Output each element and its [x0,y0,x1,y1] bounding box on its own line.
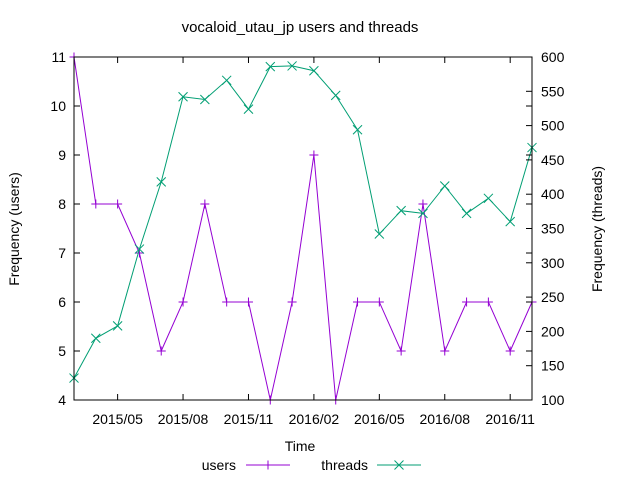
y-tick-label: 6 [58,294,66,310]
legend-marker-users [263,460,273,470]
data-point-threads [505,216,516,227]
x-tick-label: 2016/11 [485,411,535,427]
data-point-threads [330,90,341,101]
data-point-threads [112,321,123,331]
y2-tick-label: 250 [541,289,565,305]
y2-tick-label: 300 [541,255,565,271]
data-point-threads [134,244,145,254]
y-axis: 4 5 6 7 8 9 10 11 [50,49,532,408]
y-axis-label: Frequency (users) [6,172,22,286]
y2-tick-label: 550 [541,83,565,99]
plot-area [69,52,537,405]
data-point-threads [418,208,428,219]
data-point-threads [287,61,297,71]
data-point-users [200,199,210,209]
x-axis-label: Time [285,438,316,454]
data-point-threads [461,208,472,219]
data-point-threads [374,229,385,239]
y-tick-label: 10 [50,98,66,114]
legend-label-threads: threads [321,457,368,473]
x-tick-label: 2016/08 [419,411,470,427]
data-point-threads [439,181,450,191]
data-point-users [396,346,406,356]
data-point-threads [352,124,363,135]
legend: users threads [202,457,421,473]
y2-tick-label: 150 [541,358,565,374]
y2-tick-label: 400 [541,186,565,202]
data-point-users [113,199,123,209]
y-tick-label: 8 [58,196,66,212]
y2-tick-label: 450 [541,152,565,168]
x-tick-label: 2015/08 [158,411,209,427]
data-point-threads [309,65,319,76]
y-tick-label: 5 [58,343,66,359]
x-tick-label: 2015/05 [92,411,143,427]
y2-tick-label: 500 [541,118,565,134]
data-point-users [483,297,493,307]
data-point-threads [200,94,210,105]
data-point-users [243,297,253,307]
data-point-users [418,199,428,209]
x-tick-label: 2016/02 [289,411,340,427]
y-tick-label: 9 [58,147,66,163]
data-point-threads [178,91,188,102]
y-tick-label: 11 [51,49,66,65]
data-point-users [440,346,450,356]
y2-tick-label: 100 [541,392,565,408]
chart-title: vocaloid_utau_jp users and threads [182,19,419,36]
data-point-threads [483,193,494,204]
y2-axis-label: Frequency (threads) [589,166,605,292]
data-point-users [374,297,384,307]
data-point-users [156,346,166,356]
data-point-users [505,346,515,356]
data-point-users [462,297,472,307]
data-point-threads [396,205,406,216]
data-point-users [353,297,363,307]
data-point-users [222,297,232,307]
y-tick-label: 4 [58,392,66,408]
data-point-users [287,297,297,307]
y2-tick-label: 200 [541,323,565,339]
data-point-threads [156,176,167,187]
series-line-threads [73,65,533,379]
data-point-threads [265,61,276,72]
data-point-threads [243,104,254,114]
x-axis: 2015/05 2015/08 2015/11 2016/02 2016/05 2016/… [92,57,535,427]
y2-tick-label: 350 [541,221,565,237]
data-point-threads [90,333,101,344]
y2-tick-label: 600 [541,49,565,65]
y-tick-label: 7 [58,245,66,261]
x-tick-label: 2015/11 [224,411,274,427]
x-tick-label: 2016/05 [354,411,405,427]
series-line-users [73,56,533,401]
y2-axis: 100 150 200 250 300 350 400 450 500 550 600 [526,49,565,408]
data-point-users [309,150,319,160]
data-point-users [178,297,188,307]
data-point-threads [221,75,232,86]
data-point-users [91,199,101,209]
legend-marker-threads [394,460,404,470]
legend-label-users: users [202,457,236,473]
